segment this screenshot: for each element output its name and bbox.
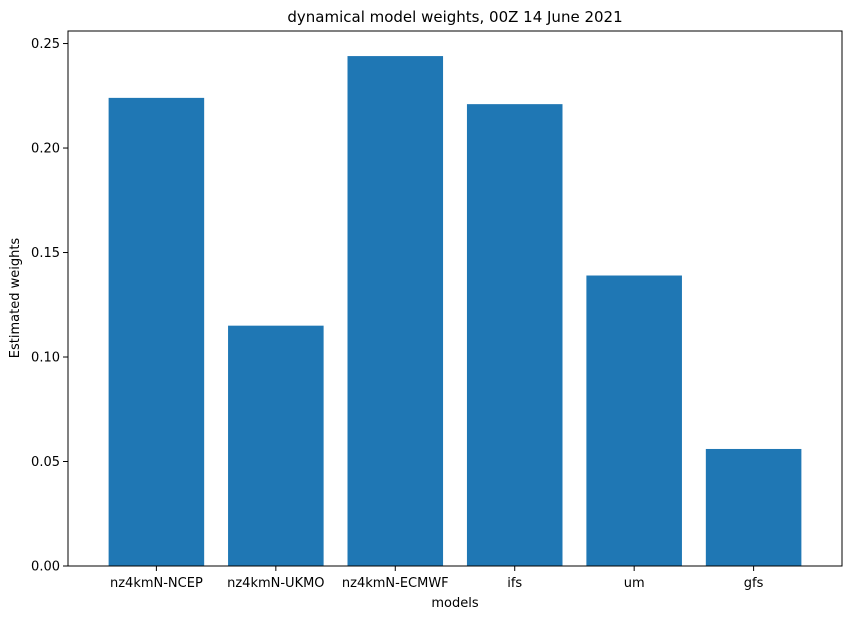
x-tick-label: ifs — [507, 576, 522, 591]
bars-group — [108, 56, 802, 566]
bar-nz4kmn-ncep — [108, 97, 205, 566]
x-tick-label: nz4kmN-UKMO — [227, 576, 324, 591]
y-tick-label: 0.10 — [31, 351, 60, 366]
y-tick-label: 0.15 — [31, 246, 60, 261]
bar-ifs — [466, 104, 563, 566]
y-axis-label: Estimated weights — [8, 238, 23, 359]
y-axis-ticks: 0.00 0.05 0.10 0.15 0.20 0.25 — [31, 37, 68, 575]
y-tick-label: 0.25 — [31, 37, 60, 52]
x-tick-label: gfs — [744, 576, 764, 591]
plot-frame — [67, 30, 843, 567]
bar-um — [586, 275, 682, 566]
x-tick-label: um — [624, 576, 645, 591]
y-tick-label: 0.20 — [31, 142, 60, 157]
x-axis-label: models — [431, 596, 478, 611]
y-tick-label: 0.05 — [31, 455, 60, 470]
bar-gfs — [705, 448, 802, 566]
bar-nz4kmn-ecmwf — [347, 56, 444, 566]
bar-nz4kmn-ukmo — [228, 325, 324, 566]
x-axis-ticks: nz4kmN-NCEP nz4kmN-UKMO nz4kmN-ECMWF ifs um g… — [110, 566, 764, 591]
y-tick-label: 0.00 — [31, 560, 60, 575]
x-tick-label: nz4kmN-NCEP — [110, 576, 203, 591]
chart-title: dynamical model weights, 00Z 14 June 202… — [287, 8, 622, 26]
x-tick-label: nz4kmN-ECMWF — [342, 576, 449, 591]
